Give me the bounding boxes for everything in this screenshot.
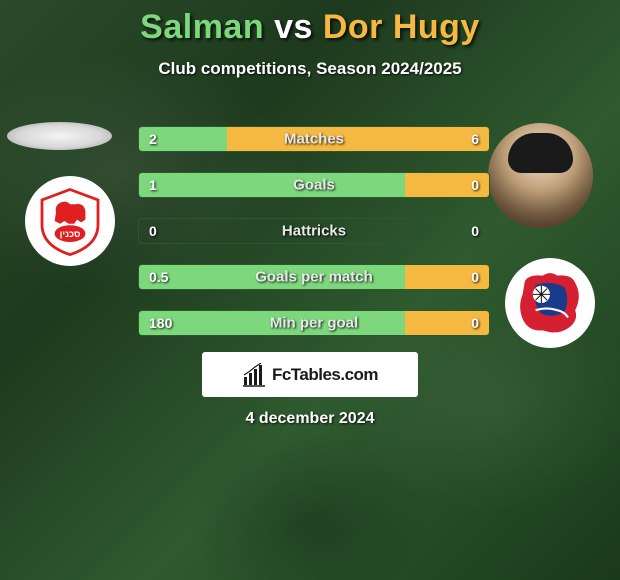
stat-row: 2 6 Matches <box>138 126 490 152</box>
team1-badge-icon: סכנין <box>35 186 105 256</box>
page-title: Salman vs Dor Hugy <box>0 0 620 47</box>
stat-row: 180 0 Min per goal <box>138 310 490 336</box>
stat-row: 0 0 Hattricks <box>138 218 490 244</box>
stat-value-left: 1 <box>149 177 157 193</box>
svg-text:סכנין: סכנין <box>60 229 81 239</box>
stat-value-right: 0 <box>471 223 479 239</box>
stat-label: Matches <box>284 131 344 148</box>
stat-value-right: 0 <box>471 177 479 193</box>
title-player1: Salman <box>140 8 264 46</box>
stat-label: Hattricks <box>282 223 346 240</box>
title-vs: vs <box>274 8 313 46</box>
player1-team-badge: סכנין <box>25 176 115 266</box>
title-player2: Dor Hugy <box>323 8 480 46</box>
stat-value-right: 6 <box>471 131 479 147</box>
date-label: 4 december 2024 <box>246 410 375 428</box>
stat-value-left: 0 <box>149 223 157 239</box>
stat-value-left: 180 <box>149 315 172 331</box>
bar-chart-icon <box>242 363 266 387</box>
stat-value-left: 2 <box>149 131 157 147</box>
stats-container: 2 6 Matches 1 0 Goals 0 0 Hattricks 0.5 0 Goals per… <box>138 126 490 356</box>
team2-badge-icon <box>514 267 586 339</box>
stat-label: Min per goal <box>270 315 358 332</box>
stat-value-right: 0 <box>471 269 479 285</box>
stat-row: 1 0 Goals <box>138 172 490 198</box>
stat-label: Goals per match <box>255 269 373 286</box>
content-root: Salman vs Dor Hugy Club competitions, Se… <box>0 0 620 580</box>
fctables-logo: FcTables.com <box>202 352 418 397</box>
stat-bar-left <box>139 173 405 197</box>
stat-value-left: 0.5 <box>149 269 168 285</box>
logo-text: FcTables.com <box>272 365 378 385</box>
stat-label: Goals <box>293 177 335 194</box>
stat-bar-right <box>227 127 490 151</box>
player1-avatar <box>7 122 112 150</box>
stat-value-right: 0 <box>471 315 479 331</box>
subtitle: Club competitions, Season 2024/2025 <box>0 59 620 79</box>
stat-row: 0.5 0 Goals per match <box>138 264 490 290</box>
player2-avatar <box>488 123 593 228</box>
player2-team-badge <box>505 258 595 348</box>
